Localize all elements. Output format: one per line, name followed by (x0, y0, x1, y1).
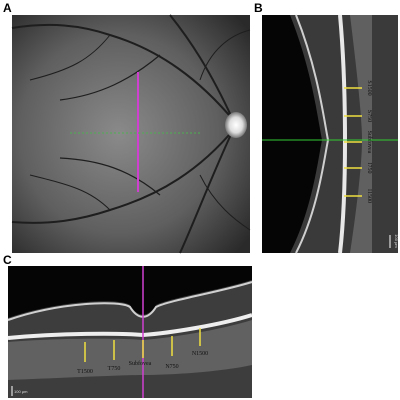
marker-label: S1500 (366, 80, 372, 95)
marker-label: I750 (366, 163, 372, 174)
panel-label: A (3, 1, 12, 15)
marker-label: I1500 (366, 189, 372, 203)
marker-label: N1500 (192, 351, 208, 357)
panel-label: B (254, 1, 263, 15)
panel-label: C (3, 253, 12, 267)
marker-label: T1500 (77, 369, 93, 375)
scale-bar-label: 100 μm (14, 389, 28, 394)
fundus-image (11, 14, 251, 254)
oct-horizontal (7, 266, 253, 398)
oct-vertical (262, 14, 398, 254)
marker-label: N750 (165, 364, 178, 370)
scale-bar-label: 100 μm (394, 234, 399, 248)
marker-label: Subfovea (366, 131, 373, 154)
marker-label: Subfovea (129, 360, 152, 367)
marker-label: S750 (366, 110, 372, 122)
marker-label: T750 (108, 366, 121, 372)
